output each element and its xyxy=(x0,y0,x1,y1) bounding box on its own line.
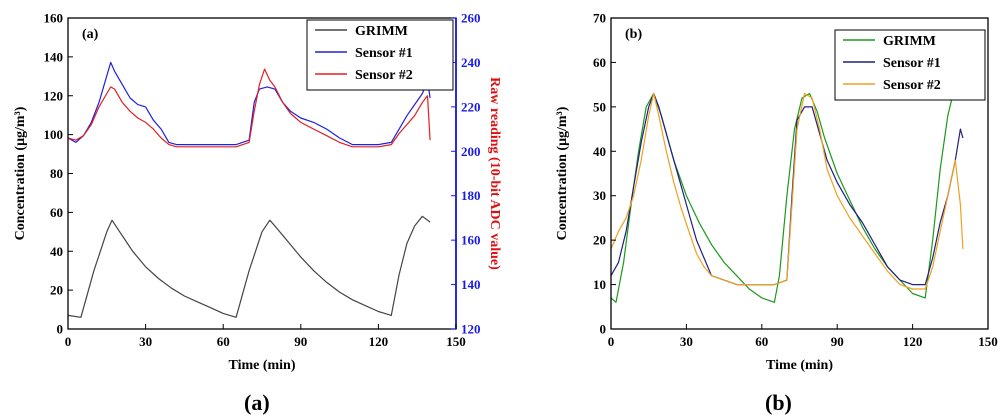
right-y-tick-label: 120 xyxy=(461,322,481,337)
y-tick-label: 10 xyxy=(593,277,606,292)
y-tick-label: 100 xyxy=(44,127,64,142)
y-tick-label: 20 xyxy=(50,283,63,298)
series-line-3 xyxy=(610,92,964,290)
x-tick-label: 30 xyxy=(680,334,693,349)
y-tick-label: 140 xyxy=(44,49,64,64)
figure: 0 30 60 90 120 150020406080100120140160120140… xyxy=(13,11,998,374)
caption-a: (a) xyxy=(244,390,270,415)
y-tick-label: 160 xyxy=(44,11,64,26)
x-tick-label: 0 xyxy=(608,334,615,349)
right-y-tick-label: 160 xyxy=(461,233,481,248)
panel-label: (a) xyxy=(82,27,99,42)
y-tick-label: 40 xyxy=(593,144,606,159)
x-tick-label: 0 xyxy=(65,334,72,349)
plot-frame xyxy=(610,17,989,330)
legend-label: Sensor #1 xyxy=(883,56,941,71)
right-y-tick-label: 260 xyxy=(461,11,481,26)
y-tick-label: 70 xyxy=(593,11,606,26)
panel-label: (b) xyxy=(625,27,642,42)
y-axis-label: Concentration (μg/m³) xyxy=(555,106,570,240)
y-tick-label: 20 xyxy=(593,233,606,248)
panel-b-chart: 0 30 60 90 120 150 0 10 20 30 40 50 60 70 Time (min) Co… xyxy=(555,11,998,374)
y-tick-label: 40 xyxy=(50,244,63,259)
panel-a-chart: 0 30 60 90 120 150020406080100120140160120140… xyxy=(13,11,502,374)
x-tick-label: 150 xyxy=(446,334,466,349)
y-tick-label: 30 xyxy=(593,188,606,203)
y-tick-label: 60 xyxy=(593,55,606,70)
y-tick-label: 60 xyxy=(50,205,63,220)
series-line-3 xyxy=(67,68,431,148)
right-y-tick-label: 220 xyxy=(461,99,481,114)
series-line-1 xyxy=(67,215,431,318)
right-y-tick-label: 140 xyxy=(461,277,481,292)
right-y-tick-label: 200 xyxy=(461,144,481,159)
caption-b: (b) xyxy=(765,390,792,415)
x-tick-label: 30 xyxy=(139,334,152,349)
x-tick-label: 60 xyxy=(217,334,230,349)
right-y-tick-label: 240 xyxy=(461,55,481,70)
x-axis-label: Time (min) xyxy=(228,358,295,373)
y-axis-label: Concentration (μg/m³) xyxy=(13,106,28,240)
legend-label: GRIMM xyxy=(355,24,408,39)
y-tick-label: 50 xyxy=(593,99,606,114)
y-tick-label: 0 xyxy=(57,322,64,337)
right-y-tick-label: 180 xyxy=(461,188,481,203)
y-tick-label: 80 xyxy=(50,166,63,181)
x-tick-label: 120 xyxy=(369,334,389,349)
y-tick-label: 120 xyxy=(44,88,64,103)
legend-box xyxy=(834,29,986,101)
legend-box xyxy=(306,19,454,91)
series-line-2 xyxy=(610,92,964,286)
legend-label: Sensor #1 xyxy=(355,46,413,61)
x-tick-label: 90 xyxy=(831,334,844,349)
x-axis-label: Time (min) xyxy=(766,358,833,373)
legend-label: Sensor #2 xyxy=(355,68,413,83)
legend-label: GRIMM xyxy=(883,34,936,49)
y-tick-label: 0 xyxy=(600,322,607,337)
x-tick-label: 150 xyxy=(978,334,998,349)
right-y-axis-label: Raw reading (10-bit ADC value) xyxy=(487,77,502,270)
x-tick-label: 60 xyxy=(755,334,768,349)
x-tick-label: 120 xyxy=(903,334,923,349)
x-tick-label: 90 xyxy=(294,334,307,349)
legend-label: Sensor #2 xyxy=(883,78,941,93)
series-line-2 xyxy=(67,61,431,146)
